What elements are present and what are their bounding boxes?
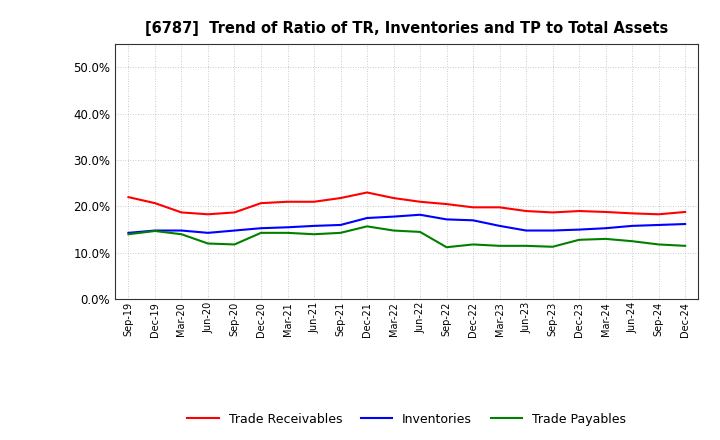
Inventories (442, 217, 451, 222)
Inventories (283, 225, 292, 230)
Trade Receivables (390, 195, 398, 201)
Trade Payables (256, 230, 265, 235)
Trade Receivables (363, 190, 372, 195)
Inventories (390, 214, 398, 219)
Trade Payables (415, 229, 424, 235)
Trade Payables (495, 243, 504, 249)
Trade Receivables (575, 209, 583, 214)
Trade Receivables (469, 205, 477, 210)
Trade Payables (522, 243, 531, 249)
Trade Receivables (628, 211, 636, 216)
Trade Payables (442, 245, 451, 250)
Trade Payables (363, 224, 372, 229)
Trade Receivables (124, 194, 132, 200)
Inventories (469, 218, 477, 223)
Trade Payables (681, 243, 690, 249)
Inventories (628, 223, 636, 228)
Trade Receivables (177, 210, 186, 215)
Inventories (601, 226, 610, 231)
Inventories (204, 230, 212, 235)
Inventories (654, 222, 663, 227)
Trade Receivables (415, 199, 424, 205)
Legend: Trade Receivables, Inventories, Trade Payables: Trade Receivables, Inventories, Trade Pa… (187, 413, 626, 425)
Inventories (522, 228, 531, 233)
Trade Payables (283, 230, 292, 235)
Trade Receivables (495, 205, 504, 210)
Inventories (177, 228, 186, 233)
Trade Payables (654, 242, 663, 247)
Trade Receivables (549, 210, 557, 215)
Trade Payables (177, 231, 186, 237)
Inventories (495, 223, 504, 228)
Inventories (256, 226, 265, 231)
Trade Receivables (442, 202, 451, 207)
Title: [6787]  Trend of Ratio of TR, Inventories and TP to Total Assets: [6787] Trend of Ratio of TR, Inventories… (145, 21, 668, 36)
Trade Receivables (283, 199, 292, 205)
Inventories (150, 228, 159, 233)
Inventories (230, 228, 239, 233)
Inventories (415, 212, 424, 217)
Trade Payables (549, 244, 557, 249)
Trade Payables (336, 230, 345, 235)
Trade Receivables (230, 210, 239, 215)
Trade Payables (469, 242, 477, 247)
Trade Payables (204, 241, 212, 246)
Inventories (310, 223, 318, 228)
Inventories (575, 227, 583, 232)
Trade Payables (150, 228, 159, 234)
Inventories (124, 230, 132, 235)
Trade Receivables (150, 201, 159, 206)
Trade Receivables (204, 212, 212, 217)
Line: Trade Receivables: Trade Receivables (128, 192, 685, 214)
Trade Receivables (310, 199, 318, 205)
Trade Payables (124, 231, 132, 237)
Inventories (363, 215, 372, 220)
Trade Receivables (601, 209, 610, 215)
Inventories (681, 221, 690, 227)
Trade Receivables (522, 209, 531, 214)
Line: Inventories: Inventories (128, 215, 685, 233)
Trade Payables (601, 236, 610, 242)
Trade Receivables (654, 212, 663, 217)
Trade Receivables (681, 209, 690, 215)
Trade Payables (310, 231, 318, 237)
Trade Payables (575, 237, 583, 242)
Trade Receivables (256, 201, 265, 206)
Trade Payables (390, 228, 398, 233)
Trade Payables (628, 238, 636, 244)
Inventories (336, 222, 345, 227)
Inventories (549, 228, 557, 233)
Trade Receivables (336, 195, 345, 201)
Trade Payables (230, 242, 239, 247)
Line: Trade Payables: Trade Payables (128, 226, 685, 247)
